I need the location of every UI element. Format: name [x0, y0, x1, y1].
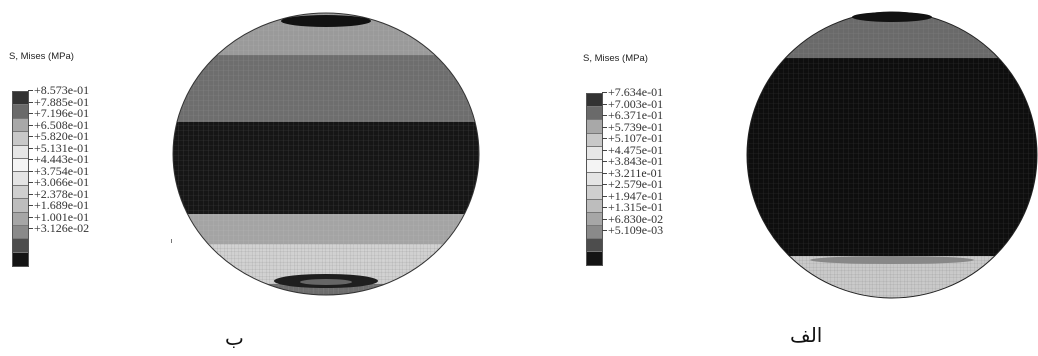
legend-swatch [13, 158, 28, 173]
legend-swatch [587, 133, 602, 147]
legend-swatch [587, 173, 602, 187]
bottom-band-edge [810, 256, 974, 264]
legend-swatch [587, 225, 602, 240]
legend-swatch [587, 239, 602, 253]
legend-swatch [13, 132, 28, 146]
legend-swatch [13, 225, 28, 240]
caption-a: الف [790, 323, 823, 347]
tick-mark [171, 239, 172, 243]
stress-contour-sphere [172, 12, 480, 296]
legend-title: S, Mises (MPa) [583, 53, 648, 64]
top-pole-cap [281, 15, 371, 27]
legend-value: +6.371e-01 [601, 108, 664, 122]
caption-b: ب [225, 326, 244, 350]
legend-swatch [13, 185, 28, 200]
legend-value: +4.475e-01 [601, 142, 664, 157]
legend-value: +4.443e-01 [27, 152, 90, 166]
legend-value: +7.885e-01 [27, 94, 90, 109]
legend-swatch [587, 94, 602, 108]
stress-contour-sphere [746, 11, 1038, 299]
legend-value: +5.109e-03 [601, 223, 664, 237]
legend-value: +2.378e-01 [27, 186, 90, 201]
legend-value: +1.947e-01 [601, 188, 664, 203]
legend-swatch [13, 118, 28, 133]
legend-swatch [13, 145, 28, 159]
legend-swatch [587, 159, 602, 174]
legend-value: +7.196e-01 [27, 106, 90, 120]
mesh-grid [747, 12, 1037, 298]
legend-value: +1.315e-01 [601, 200, 664, 214]
contour-panel-b: S, Mises (MPa) +8.573e-01 +7.885e-01 +7.19… [9, 12, 480, 350]
legend-value: +5.739e-01 [601, 119, 664, 134]
legend-swatch [13, 172, 28, 186]
legend-swatch [587, 146, 602, 160]
legend-swatch [13, 252, 28, 267]
legend-title: S, Mises (MPa) [9, 51, 74, 62]
bottom-pole-center [300, 279, 352, 285]
legend-value: +6.830e-02 [601, 211, 664, 226]
legend-value: +2.579e-01 [601, 177, 664, 191]
legend-value: +7.003e-01 [601, 96, 664, 111]
legend-value: +5.820e-01 [27, 129, 90, 143]
legend-swatch [587, 120, 602, 134]
legend-value: +7.634e-01 [601, 85, 664, 99]
legend-swatch [587, 186, 602, 200]
legend-swatch [587, 212, 602, 226]
legend-value: +3.126e-02 [27, 221, 90, 235]
legend-swatch [587, 199, 602, 213]
legend-value: +1.001e-01 [27, 209, 90, 224]
legend-color-bar [12, 91, 29, 268]
sphere-outline [172, 12, 480, 296]
legend-value: +6.508e-01 [27, 117, 90, 132]
legend-swatch [587, 252, 602, 266]
legend-value: +3.843e-01 [601, 154, 664, 168]
legend-value: +3.211e-01 [601, 165, 663, 180]
legend-swatch [13, 199, 28, 213]
legend-swatch [13, 105, 28, 119]
legend-value: +8.573e-01 [27, 83, 90, 97]
legend-value: +5.107e-01 [601, 131, 664, 145]
legend-swatch [13, 212, 28, 226]
legend-swatch [13, 239, 28, 253]
legend-value: +5.131e-01 [27, 140, 90, 155]
legend-labels: +8.573e-01 +7.885e-01 +7.196e-01 +6.508e-01… [27, 83, 90, 235]
legend-swatch [13, 92, 28, 106]
legend-value: +1.689e-01 [27, 198, 90, 212]
top-pole-cap [852, 12, 932, 22]
legend-swatch [587, 107, 602, 121]
legend-value: +3.066e-01 [27, 175, 90, 189]
mesh-grid [173, 244, 479, 295]
legend-color-bar [586, 93, 603, 267]
legend-labels: +7.634e-01 +7.003e-01 +6.371e-01 +5.739e-01… [601, 85, 664, 237]
contour-panel-a: S, Mises (MPa) +7.634e-01 +7.003e-01 +6.37… [519, 0, 1038, 356]
legend-value: +3.754e-01 [27, 163, 90, 178]
